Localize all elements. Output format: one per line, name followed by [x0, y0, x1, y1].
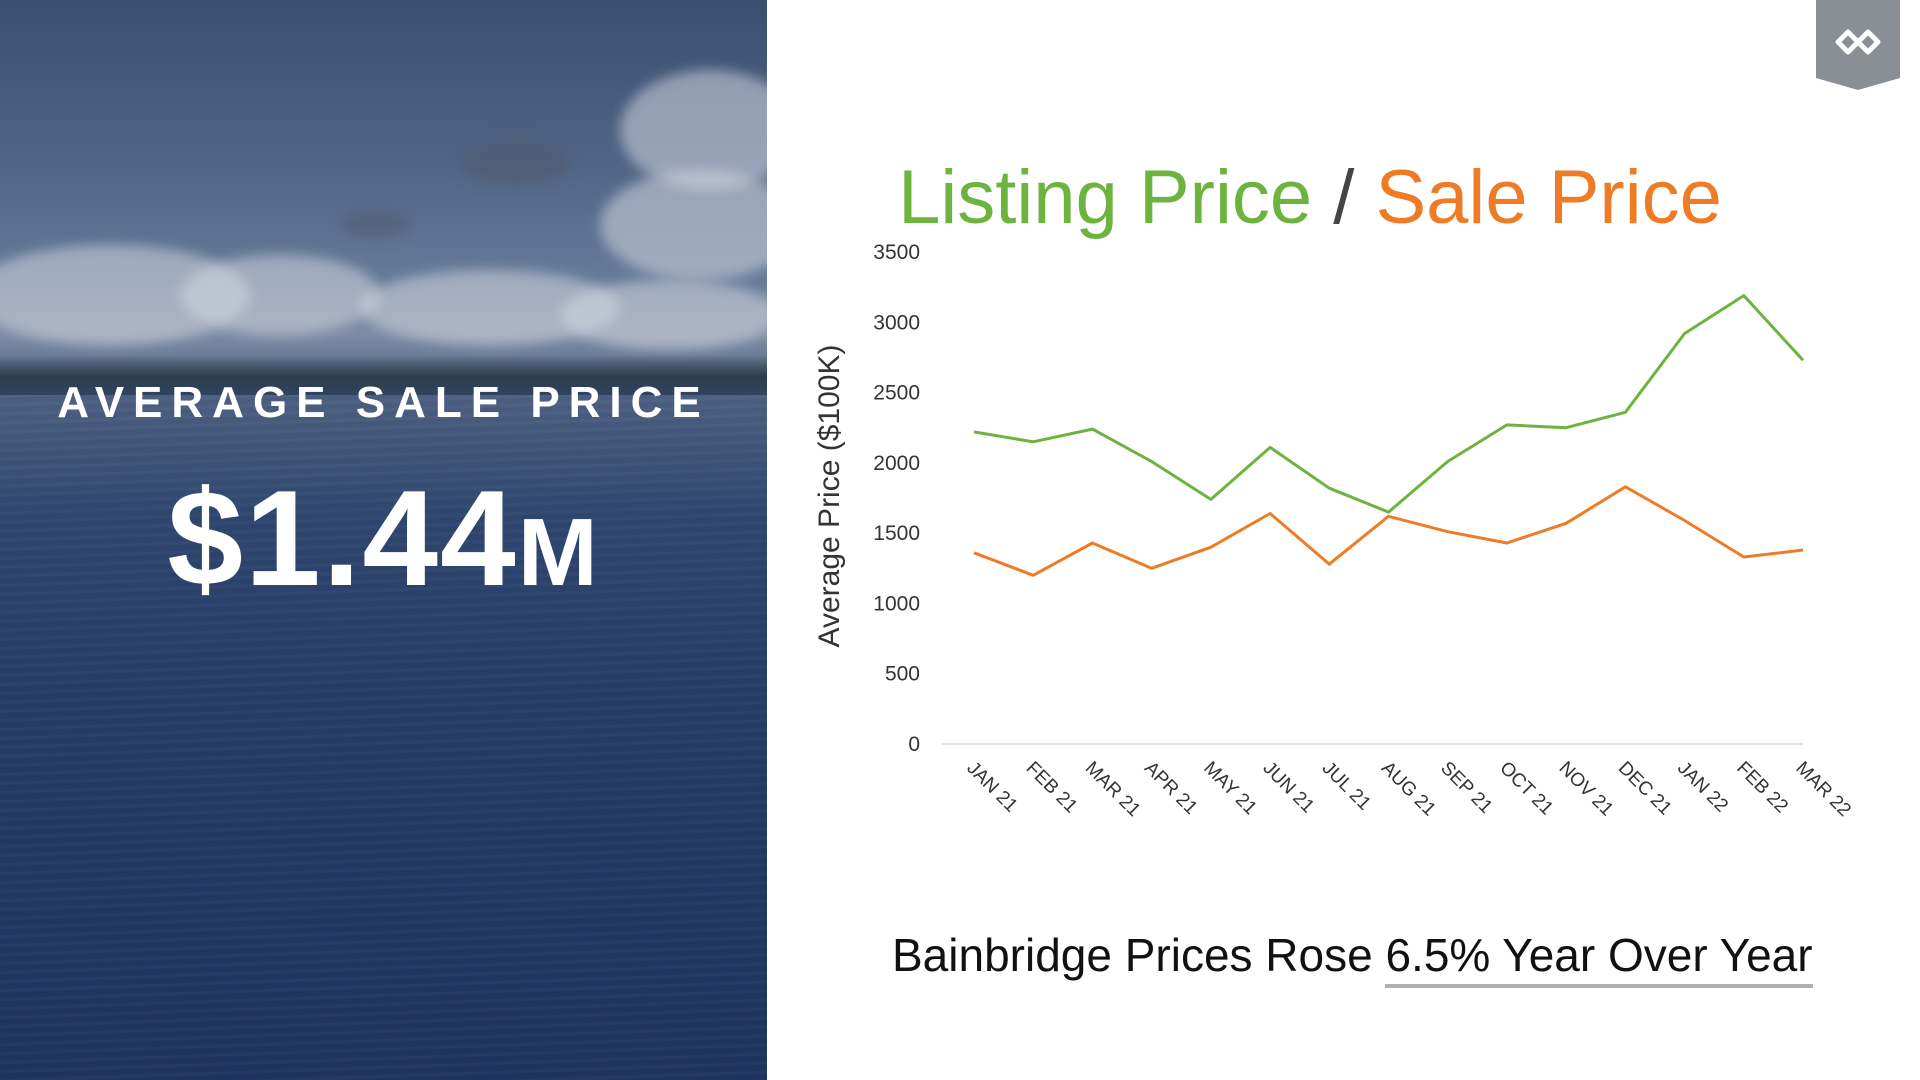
- average-sale-price-number: $1.44: [167, 462, 518, 614]
- sale-price-line: [973, 485, 1804, 577]
- footnote: Bainbridge Prices Rose 6.5% Year Over Ye…: [892, 928, 1813, 988]
- title-separator: /: [1312, 155, 1376, 240]
- x-tick-label: DEC 21: [1614, 758, 1676, 820]
- hero-photo-panel: AVERAGE SALE PRICE $1.44M: [0, 0, 767, 1080]
- average-sale-price-unit: M: [517, 499, 600, 606]
- x-tick-label: JAN 22: [1673, 758, 1732, 817]
- x-tick-label: FEB 21: [1022, 758, 1082, 818]
- y-tick-label: 3500: [873, 241, 920, 264]
- x-tick-label: OCT 21: [1495, 758, 1557, 820]
- sale-price-title: Sale Price: [1375, 155, 1722, 240]
- footnote-prefix: Bainbridge Prices Rose: [892, 929, 1386, 981]
- y-tick-label: 1500: [873, 522, 920, 545]
- x-tick-label: AUG 21: [1377, 758, 1440, 821]
- cloud: [560, 280, 767, 350]
- x-tick-label: NOV 21: [1555, 758, 1618, 821]
- average-sale-price-value: $1.44M: [0, 470, 767, 606]
- listing-price-title: Listing Price: [898, 155, 1313, 240]
- y-axis: 0 500 1000 1500 2000 2500 3000 3500: [873, 241, 1803, 756]
- x-tick-label: FEB 22: [1732, 758, 1792, 818]
- x-tick-label: MAR 21: [1081, 758, 1144, 821]
- y-tick-label: 0: [908, 733, 920, 756]
- cloud: [460, 140, 570, 185]
- listing-price-line: [973, 294, 1805, 514]
- average-sale-price-heading: AVERAGE SALE PRICE: [57, 378, 710, 427]
- x-tick-label: JUL 21: [1318, 758, 1375, 815]
- x-tick-label: SEP 21: [1436, 758, 1496, 818]
- x-tick-label: MAR 22: [1791, 758, 1854, 821]
- footnote-highlight: 6.5% Year Over Year: [1385, 928, 1813, 988]
- y-tick-label: 500: [885, 663, 920, 686]
- chart-title: Listing Price / Sale Price: [700, 160, 1920, 236]
- cloud: [340, 210, 410, 238]
- brand-logo-icon: [1816, 0, 1900, 90]
- y-tick-label: 1000: [873, 592, 920, 615]
- x-tick-label: APR 21: [1140, 758, 1201, 819]
- water: [0, 395, 767, 1080]
- x-tick-label: JAN 21: [962, 758, 1021, 817]
- y-tick-label: 2000: [873, 452, 920, 475]
- x-tick-label: MAY 21: [1199, 758, 1260, 819]
- y-tick-label: 2500: [873, 382, 920, 405]
- x-tick-label: JUN 21: [1259, 758, 1319, 818]
- cloud: [600, 170, 767, 280]
- cloud: [180, 255, 380, 335]
- y-axis-title: Average Price ($100K): [813, 345, 846, 648]
- shoreline: [0, 355, 767, 395]
- y-tick-label: 3000: [873, 311, 920, 334]
- series-lines: [973, 294, 1805, 577]
